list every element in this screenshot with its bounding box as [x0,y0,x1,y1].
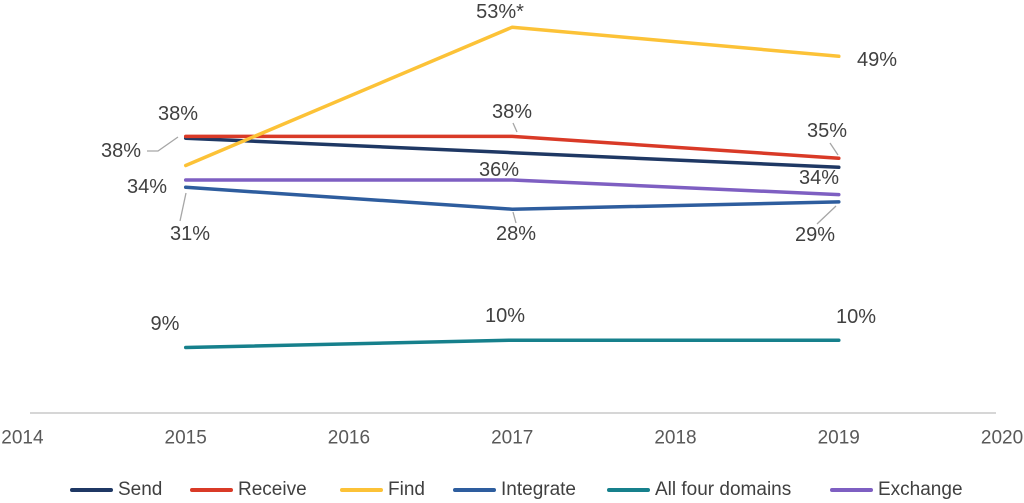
legend-label: Exchange [878,479,963,500]
data-label-send-2019: 34% [799,167,839,189]
data-label-receive-2019: 35% [807,120,847,142]
legend-swatch-send [70,488,113,492]
legend-item-send: Send [70,477,162,503]
data-label-receive-2017: 38% [492,101,532,123]
series-line-all-four-domains [183,338,841,350]
chart-legend: Send Receive Find Integrate All four domains… [0,477,1024,503]
data-label-all-four-domains-2017: 10% [485,305,525,327]
data-label-send-2015: 38% [101,140,141,162]
legend-item-receive: Receive [190,477,307,503]
x-tick-2014: 2014 [1,428,44,449]
data-label-find-2017: 53%* [476,1,524,23]
data-label-find-2015: 34% [127,176,167,198]
legend-swatch-receive [190,488,233,492]
legend-label: Integrate [501,479,576,500]
legend-swatch-find [340,488,383,492]
legend-label: Find [388,479,425,500]
x-tick-2019: 2019 [818,428,860,449]
series-line-find [183,25,841,168]
legend-label: All four domains [655,479,792,500]
legend-item-integrate: Integrate [453,477,576,503]
legend-item-exchange: Exchange [830,477,963,503]
data-label-all-four-domains-2015: 9% [151,313,180,335]
legend-swatch-exchange [830,488,873,492]
series-line-receive [183,134,841,160]
legend-item-find: Find [340,477,425,503]
x-tick-2018: 2018 [654,428,696,449]
data-label-integrate-2019: 29% [795,224,835,246]
label-leader-line [147,136,179,152]
data-label-receive-2015: 38% [158,103,198,125]
legend-item-all-four-domains: All four domains [607,477,791,503]
series-line-integrate [183,185,841,211]
label-leader-line [512,211,517,224]
data-label-send-2017: 36% [479,159,519,181]
series-line-send [183,136,841,170]
data-label-find-2019: 49% [857,49,897,71]
label-leader-line [816,205,837,225]
legend-swatch-integrate [453,488,496,492]
label-leader-line [179,192,187,222]
x-tick-2016: 2016 [328,428,370,449]
legend-label: Send [118,479,163,500]
x-tick-2015: 2015 [165,428,207,449]
data-label-integrate-2015: 31% [170,223,210,245]
data-label-all-four-domains-2019: 10% [836,306,876,328]
series-line-exchange [183,178,841,197]
data-label-integrate-2017: 28% [496,223,536,245]
x-tick-2020: 2020 [981,428,1023,449]
legend-swatch-all-four-domains [607,488,650,492]
legend-label: Receive [238,479,307,500]
x-tick-2017: 2017 [491,428,533,449]
label-leader-line [829,142,839,156]
label-leader-line [512,122,518,133]
